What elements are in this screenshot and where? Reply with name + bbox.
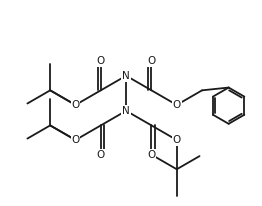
Text: O: O	[173, 100, 181, 110]
Text: O: O	[71, 100, 80, 110]
Text: O: O	[147, 56, 156, 66]
Text: N: N	[122, 106, 130, 116]
Text: O: O	[147, 150, 156, 160]
Text: O: O	[97, 150, 105, 160]
Text: O: O	[97, 56, 105, 66]
Text: O: O	[71, 135, 80, 145]
Text: O: O	[173, 135, 181, 145]
Text: N: N	[122, 71, 130, 81]
